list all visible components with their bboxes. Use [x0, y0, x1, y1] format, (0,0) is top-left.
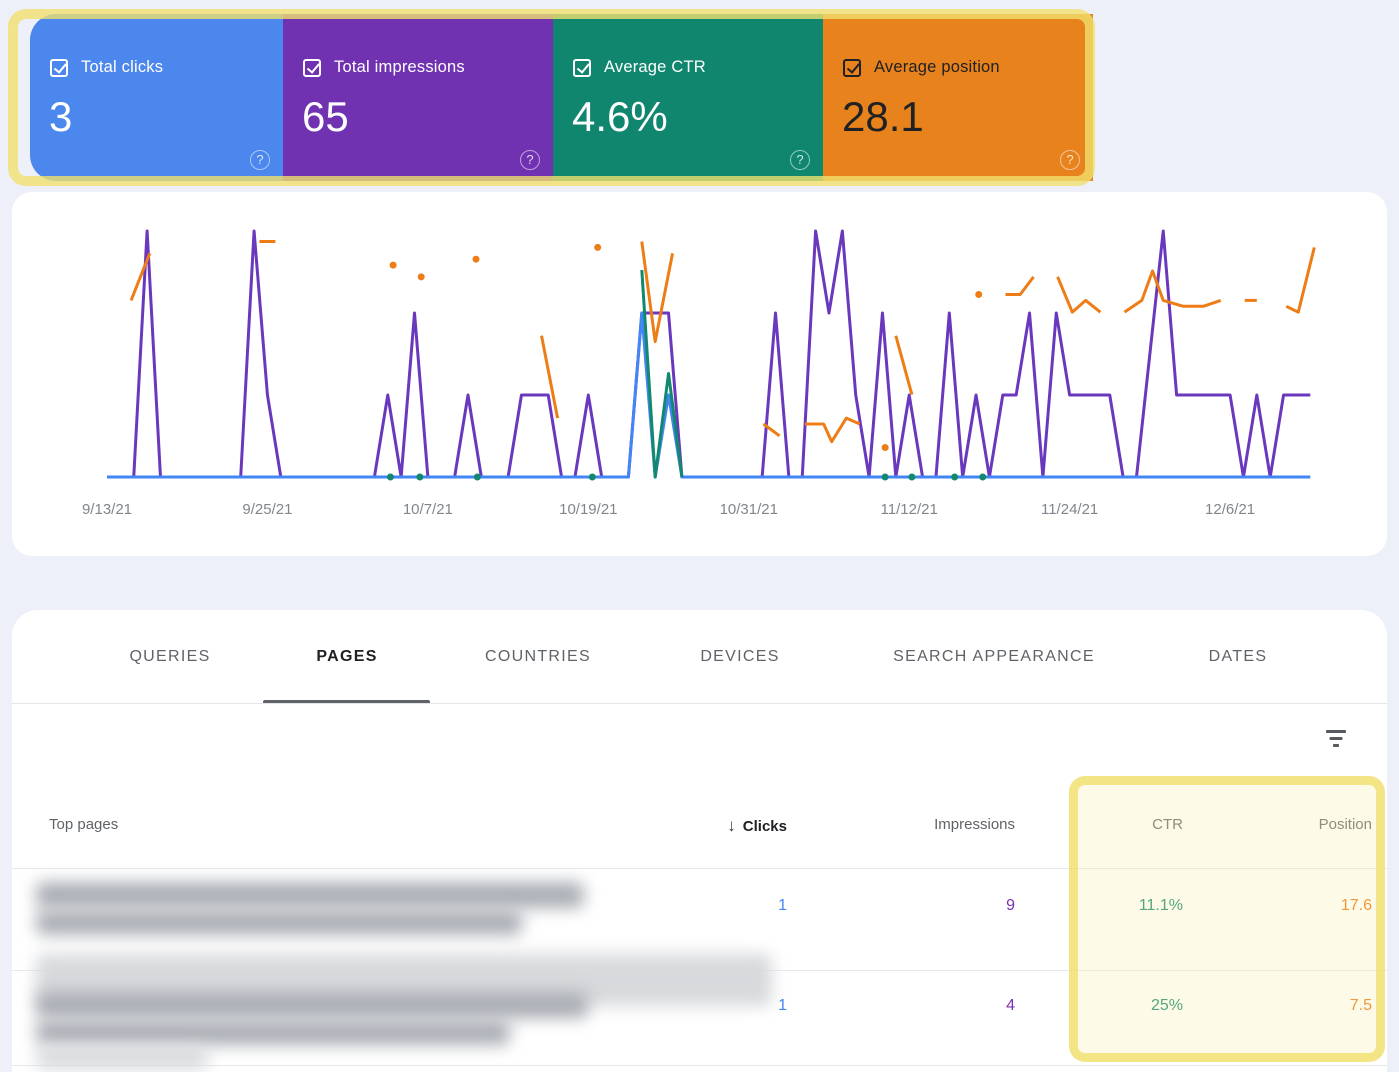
ctr-line — [640, 269, 684, 479]
impressions-line — [107, 229, 1311, 479]
row2-ctr-value: 25% — [1150, 997, 1183, 1014]
position-line — [640, 241, 675, 344]
checked-checkbox-icon[interactable] — [303, 58, 321, 77]
ctr-zero-dot — [881, 473, 889, 481]
help-icon[interactable]: ? — [250, 150, 270, 170]
column-header-position[interactable]: Position — [1318, 816, 1372, 833]
blurred-page-url — [36, 1047, 208, 1069]
card-header: Total impressions — [303, 58, 465, 77]
ctr-zero-dot — [908, 473, 916, 481]
clicks-line — [107, 311, 1311, 479]
position-dot — [389, 261, 397, 269]
x-axis-label: 10/7/21 — [403, 501, 453, 518]
position-dot — [881, 444, 889, 452]
x-axis-label: 10/31/21 — [720, 501, 778, 518]
divider — [12, 703, 1387, 704]
card-label: Total clicks — [81, 58, 164, 76]
column-header-ctr[interactable]: CTR — [1152, 816, 1183, 833]
help-icon[interactable]: ? — [790, 150, 810, 170]
tab-queries[interactable]: QUERIES — [129, 648, 211, 665]
position-line — [1285, 247, 1316, 314]
ctr-zero-dot — [951, 473, 959, 481]
card-label: Average position — [874, 58, 1000, 76]
row2-position-value: 7.5 — [1349, 997, 1372, 1014]
row1-impressions-value: 9 — [1006, 897, 1015, 914]
position-line — [894, 335, 914, 395]
position-line — [1056, 276, 1102, 314]
x-axis-label: 10/19/21 — [559, 501, 617, 518]
average-position-card[interactable]: Average position 28.1 ? — [823, 14, 1093, 181]
column-header-label: Clicks — [742, 817, 787, 835]
x-axis-label: 9/25/21 — [242, 501, 292, 518]
tab-countries[interactable]: COUNTRIES — [485, 648, 591, 665]
checked-checkbox-icon[interactable] — [50, 58, 68, 77]
active-tab-indicator — [263, 700, 430, 703]
total-impressions-value: 65 — [302, 93, 349, 140]
tab-dates[interactable]: DATES — [1208, 648, 1268, 665]
performance-line-chart[interactable]: 9/13/21 9/25/21 10/7/21 10/19/21 10/31/21 11/… — [12, 192, 1387, 556]
filter-icon[interactable] — [1325, 729, 1347, 749]
ctr-zero-dot — [386, 473, 394, 481]
performance-chart-card: 9/13/21 9/25/21 10/7/21 10/19/21 10/31/21 11/… — [12, 192, 1387, 556]
blurred-page-url — [36, 992, 588, 1018]
tab-search-appearance[interactable]: SEARCH APPEARANCE — [893, 648, 1095, 665]
help-icon[interactable]: ? — [520, 150, 540, 170]
row2-clicks-value: 1 — [778, 997, 787, 1014]
ctr-zero-dot — [979, 473, 987, 481]
column-header-clicks[interactable]: ↓ Clicks — [727, 816, 787, 836]
total-clicks-card[interactable]: Total clicks 3 ? — [30, 14, 283, 181]
sort-descending-icon: ↓ — [727, 816, 736, 835]
position-line — [129, 252, 152, 301]
checked-checkbox-icon[interactable] — [843, 58, 861, 77]
help-icon[interactable]: ? — [1060, 150, 1080, 170]
checked-checkbox-icon[interactable] — [573, 58, 591, 77]
average-position-value: 28.1 — [842, 93, 924, 140]
x-axis-label: 11/24/21 — [1041, 501, 1098, 518]
ctr-zero-dot — [588, 473, 596, 481]
position-line — [1123, 269, 1222, 314]
row1-clicks-value: 1 — [778, 897, 787, 914]
blurred-page-url — [36, 910, 522, 935]
position-line — [1005, 275, 1035, 297]
position-line — [804, 416, 861, 444]
position-line — [762, 422, 781, 437]
x-axis-label: 12/6/21 — [1205, 501, 1255, 518]
position-dot — [472, 255, 480, 263]
position-line — [540, 335, 560, 419]
tab-pages[interactable]: PAGES — [316, 648, 378, 665]
divider — [12, 868, 1387, 869]
performance-table-card: QUERIES PAGES COUNTRIES DEVICES SEARCH A… — [12, 610, 1387, 1072]
position-dot — [417, 273, 425, 281]
card-label: Total impressions — [334, 58, 465, 76]
row2-impressions-value: 4 — [1006, 997, 1015, 1014]
x-axis-label: 9/13/21 — [82, 501, 132, 518]
tab-devices[interactable]: DEVICES — [700, 648, 780, 665]
blurred-page-url — [36, 1020, 510, 1045]
card-header: Total clicks — [50, 58, 163, 77]
card-header: Average position — [843, 58, 1000, 77]
divider — [12, 1065, 1387, 1066]
ctr-zero-dot — [473, 473, 481, 481]
card-header: Average CTR — [573, 58, 706, 77]
position-dot — [975, 291, 983, 299]
position-dot — [594, 243, 602, 251]
column-header-impressions[interactable]: Impressions — [934, 816, 1015, 833]
average-ctr-value: 4.6% — [572, 93, 668, 140]
x-axis-label: 11/12/21 — [881, 501, 938, 518]
row1-ctr-value: 11.1% — [1138, 897, 1183, 914]
row1-position-value: 17.6 — [1340, 897, 1372, 914]
total-impressions-card[interactable]: Total impressions 65 ? — [283, 14, 553, 181]
metric-cards-row: Total clicks 3 ? Total impressions 65 ? … — [30, 14, 1093, 181]
card-label: Average CTR — [604, 58, 706, 76]
ctr-zero-dot — [416, 473, 424, 481]
average-ctr-card[interactable]: Average CTR 4.6% ? — [553, 14, 823, 181]
column-header-top-pages[interactable]: Top pages — [49, 816, 119, 833]
blurred-page-url — [36, 882, 584, 908]
total-clicks-value: 3 — [49, 93, 73, 140]
